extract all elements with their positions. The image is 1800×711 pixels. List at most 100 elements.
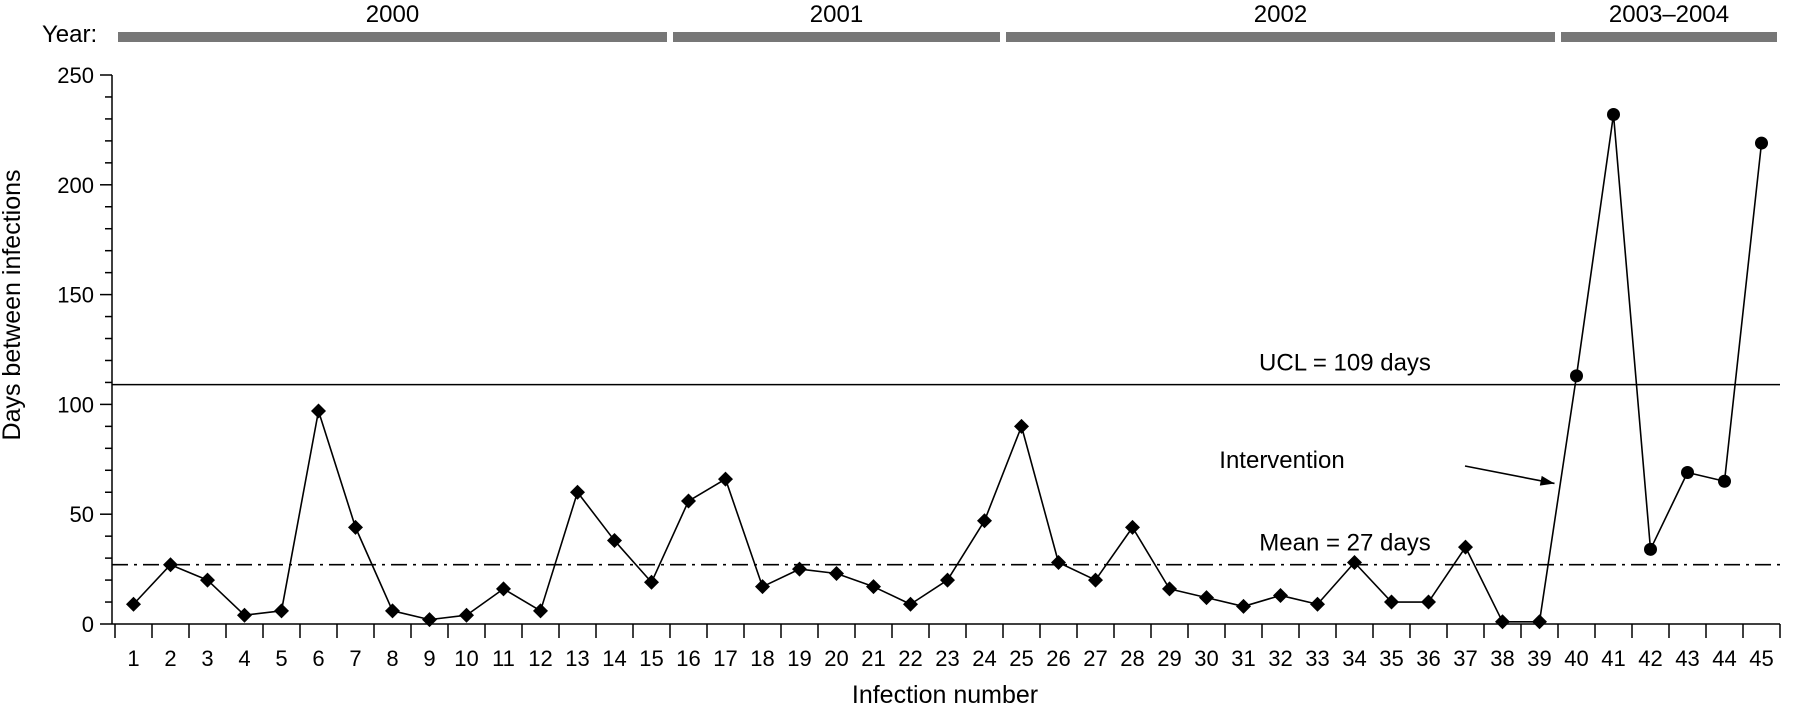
x-tick-label: 22 xyxy=(898,646,922,671)
data-point-diamond xyxy=(607,533,622,549)
y-tick-label: 50 xyxy=(70,502,94,527)
data-point-diamond xyxy=(1495,614,1510,630)
x-tick-label: 5 xyxy=(275,646,287,671)
data-point-circle xyxy=(1570,369,1583,383)
data-point-diamond xyxy=(718,471,733,487)
year-label: Year: xyxy=(42,21,97,48)
x-tick-label: 21 xyxy=(861,646,885,671)
y-tick-label: 250 xyxy=(57,63,94,88)
x-tick-label: 15 xyxy=(639,646,663,671)
data-point-diamond xyxy=(1421,594,1436,610)
x-axis: 1 2 3 4 5 6 7 8 9 10 11 12 13 14 15 16 17 18 19 20 21 22 23 24 2… xyxy=(112,623,1781,671)
data-point-diamond xyxy=(866,579,881,595)
x-tick-label: 4 xyxy=(238,646,250,671)
data-point-diamond xyxy=(1125,519,1140,535)
data-point-diamond xyxy=(940,572,955,588)
x-tick-label: 44 xyxy=(1712,646,1736,671)
data-point-diamond xyxy=(422,612,437,628)
data-point-diamond xyxy=(755,579,770,595)
x-tick-label: 39 xyxy=(1527,646,1551,671)
y-tick-label: 100 xyxy=(57,392,94,417)
data-point-diamond xyxy=(200,572,215,588)
data-point-circle xyxy=(1755,136,1768,150)
x-tick-label: 19 xyxy=(787,646,811,671)
data-point-diamond xyxy=(533,603,548,619)
x-tick-label: 35 xyxy=(1379,646,1403,671)
data-point-diamond xyxy=(496,581,511,597)
y-tick-label: 200 xyxy=(57,173,94,198)
data-point-diamond xyxy=(1199,590,1214,606)
data-point-diamond xyxy=(1051,555,1066,571)
data-point-circle xyxy=(1718,474,1731,488)
x-tick-label: 7 xyxy=(349,646,361,671)
x-tick-label: 18 xyxy=(750,646,774,671)
data-point-diamond xyxy=(570,484,585,500)
data-point-diamond xyxy=(1310,596,1325,612)
x-tick-label: 38 xyxy=(1490,646,1514,671)
x-tick-label: 10 xyxy=(454,646,478,671)
x-tick-label: 25 xyxy=(1009,646,1033,671)
x-tick-label: 24 xyxy=(972,646,996,671)
x-tick-label: 41 xyxy=(1601,646,1625,671)
y-tick-label: 0 xyxy=(82,612,94,637)
x-tick-label: 28 xyxy=(1120,646,1144,671)
x-tick-label: 1 xyxy=(127,646,139,671)
data-point-diamond xyxy=(237,607,252,623)
x-tick-label: 26 xyxy=(1046,646,1070,671)
x-tick-label: 13 xyxy=(565,646,589,671)
annotations: Intervention xyxy=(1219,447,1555,486)
series-line xyxy=(132,113,1763,623)
data-point-diamond xyxy=(681,493,696,509)
data-point-diamond xyxy=(1014,418,1029,434)
x-tick-label: 3 xyxy=(201,646,213,671)
data-point-diamond xyxy=(1273,587,1288,603)
x-tick-label: 43 xyxy=(1675,646,1699,671)
data-point-diamond xyxy=(1384,594,1399,610)
data-point-diamond xyxy=(311,403,326,419)
y-axis: 0 50 100 150 200 250 xyxy=(57,63,113,637)
year-band-label: 2000 xyxy=(366,1,419,28)
data-point-diamond xyxy=(1532,614,1547,630)
x-tick-label: 34 xyxy=(1342,646,1366,671)
data-point-diamond xyxy=(1458,539,1473,555)
x-tick-label: 9 xyxy=(423,646,435,671)
data-point-diamond xyxy=(1088,572,1103,588)
x-tick-label: 17 xyxy=(713,646,737,671)
x-tick-label: 11 xyxy=(492,646,515,671)
data-point-diamond xyxy=(644,574,659,590)
x-tick-label: 16 xyxy=(676,646,700,671)
data-point-diamond xyxy=(1162,581,1177,597)
reference-lines: UCL = 109 days Mean = 27 days xyxy=(112,350,1780,566)
x-tick-label: 14 xyxy=(602,646,626,671)
y-axis-title: Days between infections xyxy=(0,170,26,441)
intervention-arrow-line xyxy=(1464,465,1555,485)
data-point-diamond xyxy=(792,561,807,577)
data-point-diamond xyxy=(126,596,141,612)
intervention-label: Intervention xyxy=(1219,447,1344,474)
data-point-diamond xyxy=(1236,598,1251,614)
data-point-circle xyxy=(1607,108,1620,122)
data-point-diamond xyxy=(348,519,363,535)
x-tick-label: 27 xyxy=(1083,646,1107,671)
x-tick-label: 29 xyxy=(1157,646,1181,671)
data-point-diamond xyxy=(903,596,918,612)
series-layer xyxy=(126,108,1768,630)
mean-line-label: Mean = 27 days xyxy=(1259,530,1430,557)
x-tick-label: 12 xyxy=(528,646,552,671)
x-tick-label: 33 xyxy=(1305,646,1329,671)
ucl-line-label: UCL = 109 days xyxy=(1259,350,1431,377)
x-tick-label: 2 xyxy=(164,646,176,671)
year-band-label: 2002 xyxy=(1254,1,1307,28)
year-band-label: 2001 xyxy=(810,1,863,28)
data-point-diamond xyxy=(385,603,400,619)
data-point-diamond xyxy=(829,565,844,581)
x-tick-label: 42 xyxy=(1638,646,1662,671)
data-point-circle xyxy=(1644,542,1657,556)
x-tick-label: 30 xyxy=(1194,646,1218,671)
x-axis-title: Infection number xyxy=(852,681,1038,709)
x-tick-label: 32 xyxy=(1268,646,1292,671)
x-tick-label: 40 xyxy=(1564,646,1588,671)
x-tick-label: 45 xyxy=(1749,646,1773,671)
x-tick-label: 37 xyxy=(1453,646,1477,671)
